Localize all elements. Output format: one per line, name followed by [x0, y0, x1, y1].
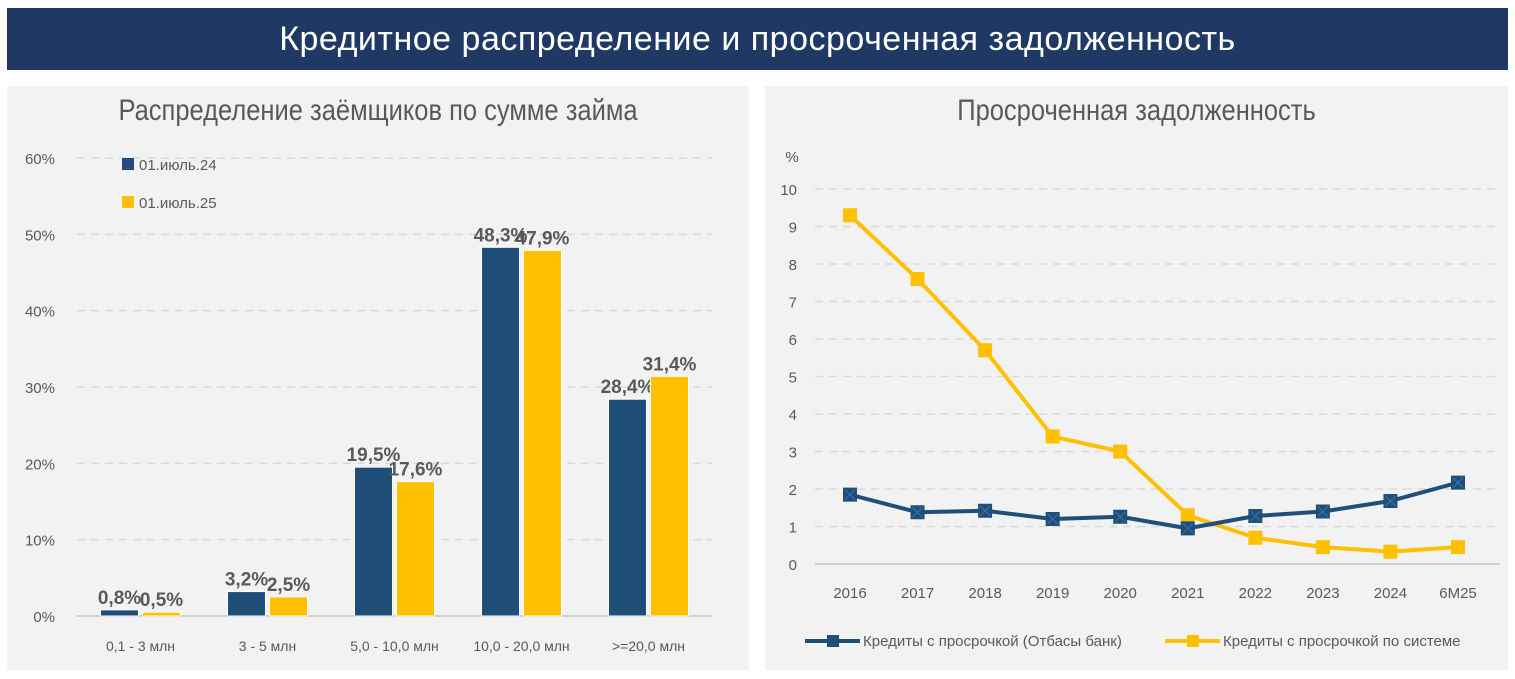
x-tick-label: 2024: [1374, 585, 1407, 602]
y-tick-label: 20%: [25, 456, 55, 473]
data-point: [1113, 444, 1128, 459]
x-tick-label: 2017: [901, 585, 934, 602]
data-point-cross: [844, 489, 856, 501]
data-point-cross: [979, 505, 991, 517]
page-title: Кредитное распределение и просроченная з…: [7, 8, 1508, 70]
data-point: [1315, 540, 1330, 555]
data-point: [910, 272, 925, 286]
x-tick-label: 2018: [968, 585, 1001, 602]
y-tick-label: 40%: [25, 304, 55, 321]
data-label: 31,4%: [643, 354, 697, 375]
data-point: [1045, 429, 1060, 444]
x-tick-label: 2016: [833, 585, 866, 602]
bar: [650, 375, 689, 617]
line-chart: % 0 1 2 3 4 5 6 7 8 9 10 2016 2017 2018 2019 2020 2021 202…: [780, 149, 1500, 650]
bar: [269, 596, 308, 617]
x-tick-label: 0,1 - 3 млн: [106, 638, 175, 654]
x-tick-label: 6M25: [1439, 585, 1477, 602]
data-point-cross: [1385, 495, 1396, 507]
series-line: [848, 213, 1459, 554]
y-tick-label: 10: [780, 182, 797, 199]
data-point: [1248, 530, 1263, 545]
y-tick-label: 1: [789, 520, 797, 537]
bar-chart: 0% 10% 20% 30% 40% 50% 60% 0,1 - 3 млн 0,8%0,5% 3…: [25, 151, 712, 654]
y-axis-label: %: [785, 149, 798, 166]
overdue-debt-panel: Просроченная задолженность % 0 1 2 3 4 5 6 7 8 9 10…: [765, 86, 1508, 670]
y-tick-label: 30%: [25, 380, 55, 397]
bar-chart-title: Распределение заёмщиков по сумме займа: [118, 94, 638, 127]
y-tick-label: 8: [789, 257, 797, 274]
data-point-cross: [1452, 477, 1464, 489]
x-tick-label: 3 - 5 млн: [239, 638, 296, 654]
y-tick-label: 60%: [25, 151, 55, 168]
legend-label: 01.июль.25: [139, 195, 217, 212]
loan-distribution-panel: Распределение заёмщиков по сумме займа 0…: [7, 86, 749, 670]
data-point-cross: [1317, 506, 1329, 517]
x-tick-label: 2022: [1239, 585, 1272, 602]
data-label: 2,5%: [267, 575, 310, 596]
x-tick-label: 2019: [1036, 585, 1069, 602]
data-point: [1383, 544, 1398, 559]
data-point: [978, 343, 993, 358]
data-point-cross: [1182, 522, 1194, 534]
data-point-cross: [1114, 511, 1126, 523]
legend-swatch: [122, 196, 134, 208]
y-tick-label: 50%: [25, 227, 55, 244]
bar: [608, 398, 647, 617]
legend-label: 01.июль.24: [139, 157, 217, 174]
bar: [227, 591, 266, 617]
bar: [142, 611, 181, 617]
bar: [100, 609, 139, 617]
x-tick-label: 2020: [1104, 585, 1137, 602]
y-tick-label: 6: [789, 332, 797, 349]
y-tick-label: 9: [789, 220, 797, 237]
legend-swatch: [122, 158, 134, 170]
legend-marker: [1187, 635, 1199, 647]
y-tick-label: 10%: [25, 533, 55, 550]
legend-label: Кредиты с просрочкой (Отбасы банк): [863, 633, 1122, 650]
bar: [523, 249, 562, 617]
data-label: 0,5%: [140, 590, 183, 611]
data-point-cross: [1047, 513, 1059, 525]
bar: [481, 246, 520, 617]
legend-marker: [827, 635, 839, 647]
data-label: 17,6%: [389, 460, 443, 481]
x-tick-label: 2021: [1171, 585, 1204, 602]
y-tick-label: 4: [789, 407, 797, 424]
line-chart-title: Просроченная задолженность: [957, 94, 1316, 127]
y-tick-label: 2: [789, 482, 797, 499]
data-point-cross: [912, 506, 923, 518]
data-label: 19,5%: [347, 445, 401, 466]
y-tick-label: 0: [789, 557, 797, 574]
x-tick-label: >=20,0 млн: [612, 638, 685, 654]
y-tick-label: 0%: [33, 609, 55, 626]
x-tick-label: 2023: [1306, 585, 1339, 602]
legend-label: Кредиты с просрочкой по системе: [1223, 633, 1461, 650]
series-line: [849, 480, 1459, 531]
data-label: 3,2%: [225, 570, 268, 591]
data-point: [843, 208, 857, 223]
data-label: 28,4%: [601, 377, 655, 398]
x-tick-label: 10,0 - 20,0 млн: [473, 638, 569, 654]
data-label: 0,8%: [98, 588, 141, 609]
bar: [396, 481, 435, 617]
x-tick-label: 5,0 - 10,0 млн: [350, 638, 439, 654]
data-point: [1451, 540, 1465, 555]
bar: [354, 466, 393, 617]
data-point: [1180, 508, 1195, 523]
y-tick-label: 3: [789, 445, 797, 462]
data-label: 47,9%: [516, 228, 570, 249]
data-label: 48,3%: [474, 225, 528, 246]
y-tick-label: 7: [789, 295, 797, 312]
y-tick-label: 5: [789, 370, 797, 387]
data-point-cross: [1249, 510, 1261, 522]
